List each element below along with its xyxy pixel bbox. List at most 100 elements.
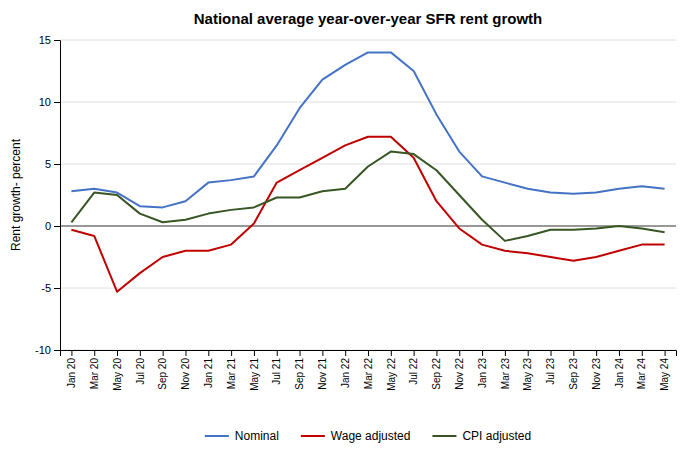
- tick-mark: [665, 350, 666, 356]
- tick-mark: [436, 350, 437, 356]
- tick: Jul 22: [408, 350, 419, 385]
- grid-line: [60, 164, 676, 165]
- tick-mark: [300, 350, 301, 356]
- tick-mark: [117, 350, 118, 356]
- legend-item: CPI adjusted: [432, 429, 531, 443]
- legend-swatch: [432, 435, 456, 437]
- grid: [60, 40, 676, 350]
- tick-mark: [163, 350, 164, 356]
- axis-title: Rent growth- percent: [9, 138, 23, 251]
- tick-mark: [231, 350, 232, 356]
- legend-label: CPI adjusted: [462, 429, 531, 443]
- tick-label: -10: [35, 344, 51, 356]
- tick: May 24: [659, 350, 670, 391]
- title: National average year-over-year SFR rent…: [194, 10, 542, 27]
- tick: Jul 23: [545, 350, 556, 385]
- tick-mark: [94, 350, 95, 356]
- tick-label: 15: [39, 34, 51, 46]
- tick: 0: [45, 220, 60, 232]
- tick-label: Jan 21: [203, 358, 214, 388]
- legend-swatch: [205, 435, 229, 437]
- tick: Mar 20: [89, 350, 100, 389]
- tick: May 21: [249, 350, 260, 391]
- axis-line: [54, 41, 61, 351]
- tick-label: Jul 23: [545, 358, 556, 385]
- legend-label: Nominal: [235, 429, 279, 443]
- tick-mark: [54, 164, 60, 165]
- legend-item: Wage adjusted: [301, 429, 411, 443]
- tick-label: Mar 20: [89, 358, 100, 390]
- tick-label: -5: [41, 282, 51, 294]
- tick-label: Sep 22: [431, 358, 442, 390]
- tick-label: Jan 24: [614, 358, 625, 388]
- axis-line: [61, 351, 677, 357]
- tick-mark: [185, 350, 186, 356]
- grid-line: [60, 40, 676, 41]
- tick-label: May 22: [386, 358, 397, 391]
- tick: May 20: [112, 350, 123, 391]
- line: [71, 137, 664, 292]
- tick-mark: [642, 350, 643, 356]
- tick-mark: [551, 350, 552, 356]
- tick-label: Sep 21: [294, 358, 305, 390]
- tick-mark: [140, 350, 141, 356]
- tick-label: 0: [45, 220, 51, 232]
- tick: Mar 22: [363, 350, 374, 389]
- tick: Mar 21: [226, 350, 237, 389]
- tick: Sep 21: [294, 350, 305, 390]
- tick-mark: [254, 350, 255, 356]
- tick: Jan 21: [203, 350, 214, 388]
- tick-label: Nov 21: [317, 358, 328, 390]
- tick-label: Sep 20: [157, 358, 168, 390]
- tick-mark: [54, 226, 60, 227]
- tick-label: Mar 24: [636, 358, 647, 390]
- tick-mark: [71, 350, 72, 356]
- tick: 5: [45, 158, 60, 170]
- tick: Jan 24: [614, 350, 625, 388]
- y-axis: -10-5051015: [35, 34, 60, 356]
- legend-item: Nominal: [205, 429, 279, 443]
- tick-label: Sep 23: [568, 358, 579, 390]
- chart: -10-5051015Jan 20Mar 20May 20Jul 20Sep 2…: [0, 0, 696, 450]
- legend: Nominal Wage adjusted CPI adjusted: [205, 429, 531, 443]
- tick-mark: [391, 350, 392, 356]
- tick: Jan 23: [477, 350, 488, 388]
- grid-line: [60, 288, 676, 289]
- tick-mark: [322, 350, 323, 356]
- tick-mark: [368, 350, 369, 356]
- tick-mark: [596, 350, 597, 356]
- tick-mark: [482, 350, 483, 356]
- tick: May 22: [386, 350, 397, 391]
- tick: Mar 24: [636, 350, 647, 389]
- tick: Sep 23: [568, 350, 579, 390]
- tick-label: Jan 23: [477, 358, 488, 388]
- tick-label: Nov 23: [591, 358, 602, 390]
- tick-label: Mar 22: [363, 358, 374, 390]
- tick-label: May 21: [249, 358, 260, 391]
- tick-label: Jul 22: [408, 358, 419, 385]
- tick-mark: [459, 350, 460, 356]
- tick: Jul 21: [271, 350, 282, 385]
- tick-label: May 23: [522, 358, 533, 391]
- tick: -5: [41, 282, 60, 294]
- x-axis: Jan 20Mar 20May 20Jul 20Sep 20Nov 20Jan …: [61, 350, 677, 391]
- tick-label: Mar 23: [500, 358, 511, 390]
- tick-mark: [345, 350, 346, 356]
- line: [71, 152, 664, 241]
- line: [71, 52, 664, 207]
- tick: May 23: [522, 350, 533, 391]
- tick: Nov 22: [454, 350, 465, 390]
- tick: Jan 20: [66, 350, 77, 388]
- tick-label: Jan 20: [66, 358, 77, 388]
- grid-line: [60, 225, 676, 226]
- tick: 15: [39, 34, 60, 46]
- tick-mark: [573, 350, 574, 356]
- plot: -10-5051015Jan 20Mar 20May 20Jul 20Sep 2…: [35, 34, 676, 391]
- legend-label: Wage adjusted: [331, 429, 411, 443]
- tick-mark: [619, 350, 620, 356]
- tick-mark: [208, 350, 209, 356]
- tick-mark: [414, 350, 415, 356]
- tick-label: Nov 22: [454, 358, 465, 390]
- grid-line: [60, 102, 676, 103]
- tick: Sep 22: [431, 350, 442, 390]
